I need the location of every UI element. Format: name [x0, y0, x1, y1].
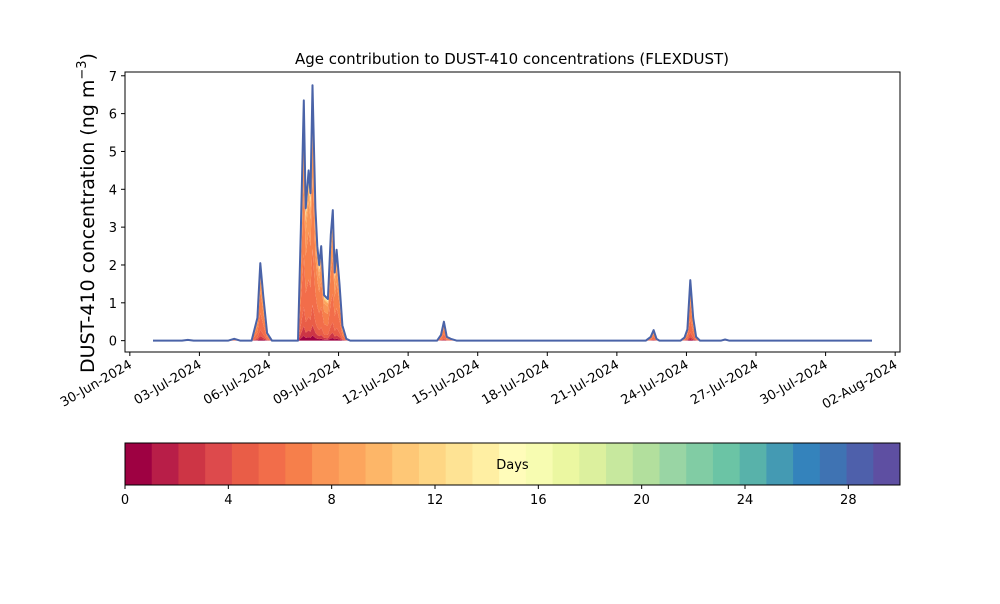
colorbar-segment — [418, 443, 447, 485]
colorbar-segment — [125, 443, 153, 485]
colorbar: Days 0 4 8 12 16 20 24 28 — [121, 442, 901, 508]
colorbar-segment — [285, 443, 313, 485]
colorbar-tick-label: 16 — [530, 493, 547, 508]
colorbar-tick-label: 20 — [633, 493, 650, 508]
total-concentration-line — [153, 84, 872, 342]
y-tick-label: 6 — [109, 108, 117, 123]
colorbar-segment — [579, 443, 607, 485]
y-axis-label-main: DUST-410 concentration (ng m — [77, 80, 99, 373]
colorbar-tick-label: 24 — [737, 493, 754, 508]
y-axis-label-superscript: −3 — [75, 60, 90, 79]
colorbar-segment — [258, 443, 286, 485]
colorbar-segment — [766, 443, 794, 485]
age-band-3-days — [153, 325, 872, 341]
colorbar-segment — [659, 443, 687, 485]
chart-title: Age contribution to DUST-410 concentrati… — [295, 50, 729, 68]
y-tick-label: 2 — [109, 259, 117, 274]
y-tick-label: 0 — [109, 335, 117, 350]
colorbar-segment — [231, 443, 260, 485]
colorbar-tick-label: 8 — [328, 493, 336, 508]
age-band-5-days — [153, 304, 872, 341]
colorbar-segment — [552, 443, 580, 485]
colorbar-label: Days — [496, 458, 529, 473]
axes-frame — [124, 71, 901, 353]
y-axis-label-close: ) — [77, 53, 99, 60]
colorbar-segment — [846, 443, 874, 485]
colorbar-segment — [793, 443, 821, 485]
y-axis-label: DUST-410 concentration (ng m−3) — [75, 53, 99, 373]
colorbar-frame — [124, 442, 901, 486]
plot-area — [153, 84, 872, 342]
colorbar-segment — [151, 443, 179, 485]
colorbar-segment — [499, 443, 527, 485]
y-tick-label: 7 — [109, 70, 117, 85]
colorbar-segment — [739, 443, 767, 485]
y-tick-label: 1 — [109, 297, 117, 312]
colorbar-segment — [606, 443, 634, 485]
age-band-6-days — [153, 248, 872, 341]
colorbar-segment — [178, 443, 206, 485]
colorbar-segment — [712, 443, 741, 485]
colorbar-tick-label: 0 — [121, 493, 129, 508]
colorbar-segment — [365, 443, 393, 485]
colorbar-segment — [525, 443, 554, 485]
colorbar-tick-label: 12 — [427, 493, 444, 508]
colorbar-segment — [312, 443, 340, 485]
colorbar-tick-label: 4 — [224, 493, 232, 508]
age-band-1-days — [153, 335, 872, 341]
colorbar-segment — [632, 443, 660, 485]
colorbar-segment — [205, 443, 233, 485]
colorbar-segment — [819, 443, 848, 485]
colorbar-tick-label: 28 — [840, 493, 857, 508]
colorbar-segment — [445, 443, 473, 485]
colorbar-segment — [472, 443, 500, 485]
colorbar-segment — [873, 443, 901, 485]
colorbar-segment — [338, 443, 367, 485]
y-tick-label: 4 — [109, 183, 117, 198]
y-tick-label: 3 — [109, 221, 117, 236]
colorbar-segment — [686, 443, 714, 485]
y-tick-label: 5 — [109, 145, 117, 160]
colorbar-segment — [392, 443, 420, 485]
